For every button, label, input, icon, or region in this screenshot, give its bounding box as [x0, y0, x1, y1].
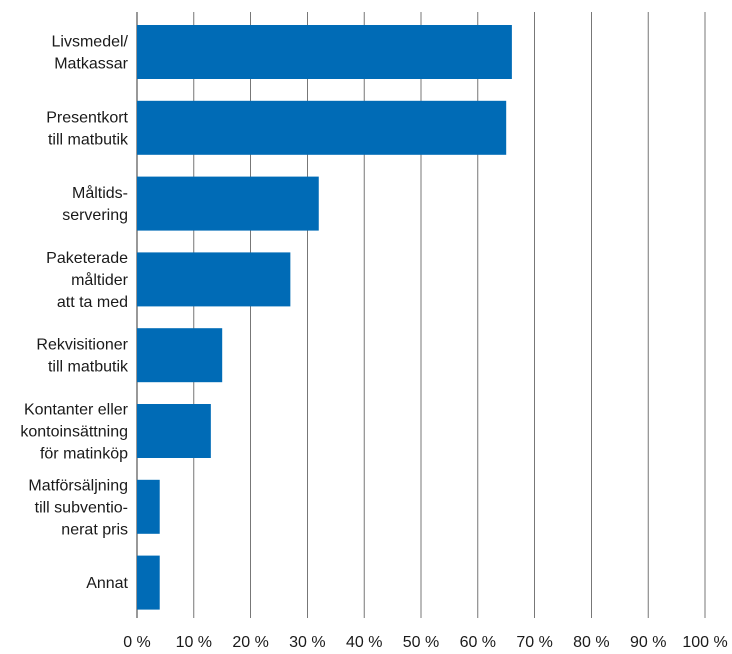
x-tick-labels: 0 % 10 % 20 % 30 % 40 % 50 % 60 % 70 % 80 % 90 % 1… [123, 634, 727, 651]
category-label-line: till matbutik [48, 131, 129, 148]
category-label-line: till subventio- [35, 499, 128, 516]
category-label-5: Kontanter eller kontoinsättning för matink… [20, 402, 128, 463]
x-tick-label-100: 100 % [682, 634, 727, 649]
category-label-line: Rekvisitioner [36, 337, 128, 354]
bar-7 [137, 555, 160, 610]
category-label-4: Rekvisitioner till matbutik [36, 337, 129, 376]
x-tick-label-20: 20 % [232, 634, 268, 649]
bar-5 [137, 404, 211, 458]
category-label-1: Presentkort till matbutik [46, 109, 129, 148]
category-label-line: för matinköp [40, 446, 128, 463]
x-tick-label-80: 80 % [573, 634, 609, 649]
category-label-7: Annat [86, 575, 128, 592]
category-label-6: Matförsäljning till subventio-nerat pris [28, 477, 128, 538]
category-label-line: Måltids- [72, 184, 128, 202]
category-label-line: Livsmedel/ [52, 34, 129, 51]
category-labels: Livsmedel/Matkassar Presentkort till matbu… [20, 34, 129, 593]
category-label-line: Presentkort [46, 109, 128, 126]
x-tick-label-50: 50 % [403, 634, 439, 649]
category-label-line: Paketerade [46, 250, 128, 267]
x-tick-label-70: 70 % [516, 634, 552, 649]
category-label-0: Livsmedel/Matkassar [52, 34, 129, 73]
bar-4 [137, 328, 223, 383]
category-label-line: nerat pris [61, 521, 128, 538]
category-label-line: att ta med [57, 294, 128, 311]
x-tick-label-30: 30 % [289, 634, 325, 649]
bar-layer [137, 25, 512, 610]
x-tick-label-40: 40 % [346, 634, 382, 649]
bar-6 [137, 479, 160, 534]
category-label-line: servering [62, 207, 128, 224]
x-tick-label-10: 10 % [176, 634, 212, 649]
category-label-line: till matbutik [48, 359, 129, 376]
category-label-line: Matkassar [54, 56, 128, 73]
x-tick-label-90: 90 % [630, 634, 666, 649]
category-label-2: Måltids-servering [62, 184, 128, 224]
category-label-line: kontoinsättning [20, 424, 128, 441]
category-label-3: Paketerade måltider att ta med [46, 250, 129, 311]
category-label-line: Annat [86, 575, 128, 592]
x-tick-label-0: 0 % [123, 634, 151, 649]
category-label-line: måltider [71, 271, 129, 289]
x-tick-label-60: 60 % [460, 634, 496, 649]
bar-3 [137, 252, 291, 307]
bar-1 [137, 100, 507, 155]
category-label-line: Matförsäljning [28, 477, 128, 494]
category-label-line: Kontanter eller [24, 402, 129, 419]
bar-0 [137, 25, 512, 79]
bar-2 [137, 176, 319, 231]
